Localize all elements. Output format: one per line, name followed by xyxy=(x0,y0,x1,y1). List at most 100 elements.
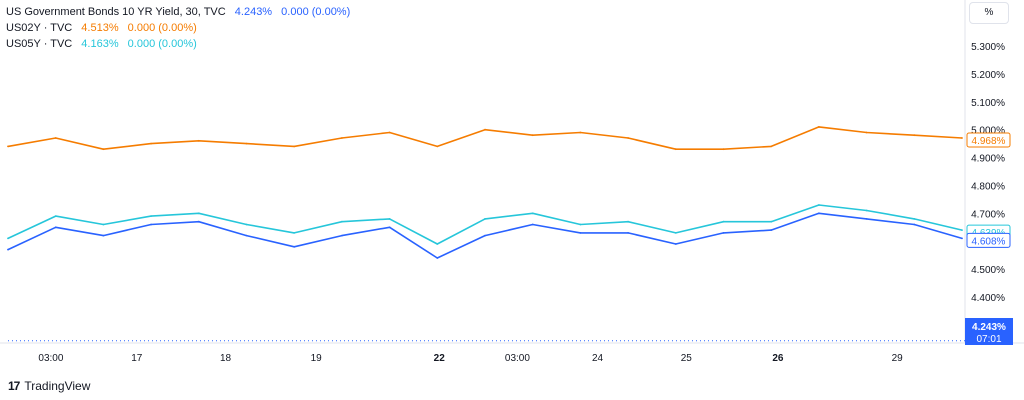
us10y-line-point xyxy=(579,232,582,234)
us10y-line-point xyxy=(54,226,57,229)
us10y-price-label: 4.608% xyxy=(972,236,1006,247)
us10y-line-point xyxy=(627,232,629,234)
tradingview-logo-icon: 17 xyxy=(8,379,20,393)
us05y-line-point xyxy=(54,215,57,218)
chart-legend: US Government Bonds 10 YR Yield, 30, TVC… xyxy=(6,4,350,52)
us02y-line-point xyxy=(913,134,916,137)
legend-value: 4.513% xyxy=(81,22,119,34)
us02y-line-point xyxy=(54,137,57,139)
bar-countdown: 07:01 xyxy=(976,334,1001,345)
us05y-line-point xyxy=(865,209,868,212)
us05y-line-point xyxy=(579,223,582,226)
us10y-line-point xyxy=(818,212,820,215)
us02y-line-point xyxy=(341,137,343,139)
us10y-line-point xyxy=(245,234,248,237)
x-tick-label: 03:00 xyxy=(38,353,63,364)
y-tick-label: 5.100% xyxy=(971,98,1005,109)
legend-row-us05y[interactable]: US05Y · TVC 4.163% 0.000 (0.00%) xyxy=(6,36,350,52)
us10y-line-point xyxy=(484,234,486,237)
us02y-line-point xyxy=(674,148,677,151)
us10y-line-point xyxy=(770,229,773,232)
us02y-line-point xyxy=(961,137,963,139)
us10y-line-point xyxy=(293,245,296,248)
us10y-line-point xyxy=(961,237,963,240)
y-axis: 5.300% 5.200% 5.100% 5.000% 4.900% 4.800% 4.70… xyxy=(971,42,1005,304)
x-tick-label: 18 xyxy=(220,353,232,364)
x-tick-label: 19 xyxy=(311,353,323,364)
us10y-line-point xyxy=(341,234,343,237)
x-tick-label: 17 xyxy=(131,353,143,364)
us05y-line-point xyxy=(818,204,820,206)
us02y-line-point xyxy=(102,148,105,151)
legend-row-us10y[interactable]: US Government Bonds 10 YR Yield, 30, TVC… xyxy=(6,4,350,20)
x-tick-label: 29 xyxy=(892,353,904,364)
us05y-line-point xyxy=(913,218,916,220)
y-tick-label: 4.800% xyxy=(971,181,1005,192)
y-tick-label: 4.400% xyxy=(971,293,1005,304)
x-axis: 03:00 17 18 19 22 03:00 24 25 26 29 xyxy=(38,353,903,364)
legend-row-us02y[interactable]: US02Y · TVC 4.513% 0.000 (0.00%) xyxy=(6,20,350,36)
percent-scale-button[interactable]: % xyxy=(969,2,1009,24)
current-price-badge xyxy=(965,318,1013,345)
us02y-line-point xyxy=(579,131,582,134)
us10y-line-point xyxy=(531,223,534,226)
us02y-line-point xyxy=(770,145,773,148)
us05y-line-point xyxy=(436,243,439,245)
legend-change: 0.000 (0.00%) xyxy=(127,38,197,50)
legend-symbol: US02Y · TVC xyxy=(6,22,73,34)
x-tick-label: 25 xyxy=(681,353,693,364)
us02y-line-point xyxy=(818,126,820,128)
y-tick-label: 5.300% xyxy=(971,42,1005,53)
us05y-line-point xyxy=(102,223,105,226)
y-tick-label: 4.900% xyxy=(971,154,1005,165)
us05y-line-point xyxy=(197,212,200,215)
us02y-line-point xyxy=(436,145,439,148)
us10y-line-point xyxy=(102,234,105,237)
us05y-line-point xyxy=(388,218,391,220)
us05y-line-point xyxy=(674,232,677,234)
us02y-line-point xyxy=(484,128,486,131)
us05y-line-point xyxy=(770,220,773,223)
y-tick-label: 5.200% xyxy=(971,70,1005,81)
us05y-line-point xyxy=(627,220,629,223)
us05y-line-point xyxy=(150,215,153,218)
us02y-line-point xyxy=(388,131,391,134)
legend-change: 0.000 (0.00%) xyxy=(127,22,197,34)
us05y-line-point xyxy=(7,237,9,240)
us02y-price-label: 4.968% xyxy=(972,136,1006,147)
us02y-line-point xyxy=(865,131,868,134)
us10y-line-point xyxy=(388,226,391,229)
us02y-line-point xyxy=(722,148,725,151)
us05y-line-point xyxy=(961,229,963,232)
y-tick-label: 5.000% xyxy=(971,126,1005,137)
us10y-line-point xyxy=(7,248,9,251)
legend-symbol: US05Y · TVC xyxy=(6,38,73,50)
us05y-line-point xyxy=(722,220,725,223)
us10y-line-point xyxy=(150,223,153,226)
us02y-line-point xyxy=(293,145,296,148)
series-layer xyxy=(7,126,965,342)
x-tick-label: 24 xyxy=(592,353,604,364)
us05y-line-point xyxy=(484,218,486,220)
us05y-line-point xyxy=(531,212,534,215)
legend-change: 0.000 (0.00%) xyxy=(281,6,351,18)
us02y-line-point xyxy=(531,134,534,137)
current-price-value: 4.243% xyxy=(972,322,1006,333)
tradingview-branding[interactable]: 17 TradingView xyxy=(8,379,90,393)
us05y-line-point xyxy=(341,220,343,223)
y-tick-label: 4.500% xyxy=(971,265,1005,276)
y-tick-label: 4.700% xyxy=(971,209,1005,220)
us10y-line-point xyxy=(865,218,868,220)
us05y-line-point xyxy=(293,232,296,234)
us10y-line-point xyxy=(722,232,725,234)
us02y-price-label-box xyxy=(966,132,1011,148)
us10y-line-point xyxy=(913,223,916,226)
us10y-line-point xyxy=(674,243,677,245)
us10y-line-point xyxy=(197,220,200,223)
x-tick-label: 26 xyxy=(772,353,784,364)
us02y-line-point xyxy=(245,142,248,145)
legend-symbol: US Government Bonds 10 YR Yield, 30, TVC xyxy=(6,6,226,18)
us05y-line-point xyxy=(245,223,248,226)
us02y-line-point xyxy=(627,137,629,139)
